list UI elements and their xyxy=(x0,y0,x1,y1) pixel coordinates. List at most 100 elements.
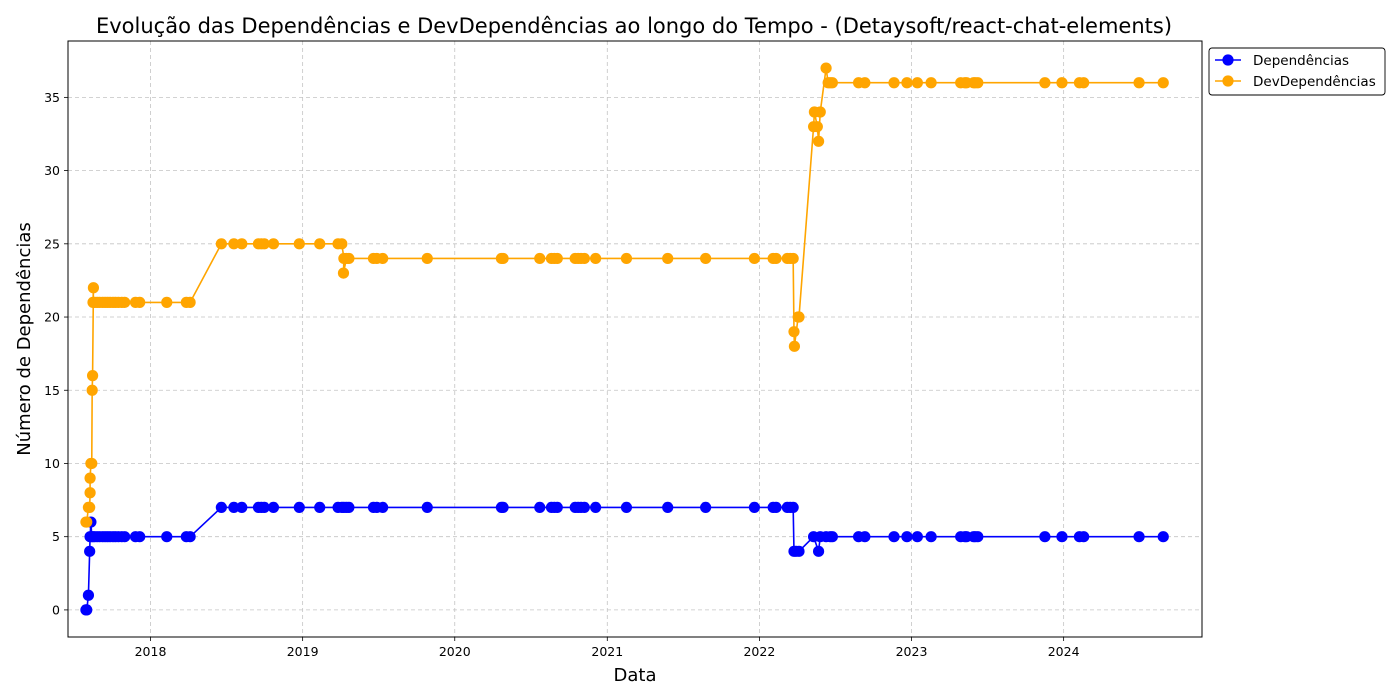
data-point-devdependencias xyxy=(337,267,350,279)
data-point-dependencias xyxy=(551,501,563,513)
data-point-dependencias xyxy=(421,501,433,513)
chart-title: Evolução das Dependências e DevDependênc… xyxy=(96,14,1172,38)
x-axis-ticks: 2018 2019 2020 2021 2022 2023 2024 xyxy=(135,637,1080,659)
data-point-devdependencias xyxy=(84,487,96,499)
data-point-dependencias xyxy=(787,501,799,513)
data-point-dependencias xyxy=(901,531,913,543)
data-point-dependencias xyxy=(228,501,240,513)
y-tick-label: 35 xyxy=(44,90,60,105)
data-point-devdependencias xyxy=(911,77,923,89)
y-tick-label: 10 xyxy=(44,456,60,471)
data-point-devdependencias xyxy=(1039,77,1051,89)
data-point-devdependencias xyxy=(86,370,99,382)
legend-marker-dependencias xyxy=(1222,54,1234,66)
y-tick-label: 5 xyxy=(52,529,60,544)
data-point-devdependencias xyxy=(161,296,173,308)
data-point-dependencias xyxy=(911,531,923,543)
data-point-devdependencias xyxy=(925,77,937,89)
data-point-devdependencias xyxy=(84,501,96,513)
data-point-dependencias xyxy=(215,501,227,513)
series-dependencias xyxy=(80,501,1169,616)
data-point-dependencias xyxy=(859,531,871,543)
legend: Dependências DevDependências xyxy=(1208,47,1386,96)
data-point-dependencias xyxy=(81,604,93,616)
data-point-dependencias xyxy=(236,501,248,513)
data-point-dependencias xyxy=(793,545,805,557)
data-point-dependencias xyxy=(258,501,270,513)
legend-marker-devdependencias xyxy=(1222,75,1234,87)
x-tick-label: 2018 xyxy=(135,644,167,659)
data-point-devdependencias xyxy=(87,282,100,294)
data-point-devdependencias xyxy=(793,311,805,323)
data-point-dependencias xyxy=(377,501,389,513)
data-point-devdependencias xyxy=(119,296,131,308)
data-point-dependencias xyxy=(84,545,96,557)
x-tick-label: 2024 xyxy=(1048,644,1080,659)
data-point-devdependencias xyxy=(748,252,761,265)
legend-label-dependencias: Dependências xyxy=(1253,53,1349,69)
data-point-devdependencias xyxy=(258,238,270,250)
y-tick-label: 25 xyxy=(44,236,60,251)
data-point-dependencias xyxy=(1133,531,1145,543)
data-point-devdependencias xyxy=(293,238,305,250)
x-tick-label: 2023 xyxy=(896,644,928,659)
data-point-dependencias xyxy=(770,501,782,513)
data-point-devdependencias xyxy=(134,296,146,308)
data-point-dependencias xyxy=(343,501,355,513)
data-point-devdependencias xyxy=(336,238,348,250)
data-point-dependencias xyxy=(578,501,590,513)
data-point-dependencias xyxy=(700,501,712,513)
data-point-devdependencias xyxy=(788,340,801,352)
data-point-devdependencias xyxy=(700,252,712,265)
data-point-devdependencias xyxy=(551,252,563,265)
data-point-devdependencias xyxy=(377,252,389,265)
data-point-devdependencias xyxy=(770,252,782,265)
data-point-devdependencias xyxy=(497,252,509,265)
data-point-dependencias xyxy=(925,531,937,543)
data-point-devdependencias xyxy=(1157,77,1169,89)
data-point-dependencias xyxy=(812,545,825,557)
data-point-devdependencias xyxy=(267,238,280,250)
data-point-devdependencias xyxy=(814,106,826,118)
legend-box xyxy=(1208,47,1386,96)
x-tick-label: 2022 xyxy=(743,644,775,659)
data-point-devdependencias xyxy=(590,252,602,265)
data-point-dependencias xyxy=(134,531,146,543)
x-tick-label: 2020 xyxy=(439,644,471,659)
data-point-devdependencias xyxy=(1133,77,1145,89)
data-point-dependencias xyxy=(1157,531,1169,543)
data-point-dependencias xyxy=(82,589,95,601)
data-point-devdependencias xyxy=(534,252,546,265)
data-point-dependencias xyxy=(119,531,131,543)
data-point-devdependencias xyxy=(788,326,800,338)
data-point-devdependencias xyxy=(184,296,196,308)
x-tick-label: 2021 xyxy=(591,644,623,659)
data-point-dependencias xyxy=(1056,531,1068,543)
data-point-dependencias xyxy=(314,501,326,513)
data-point-devdependencias xyxy=(662,252,674,265)
y-axis-ticks: 0 5 10 15 20 25 30 35 xyxy=(44,90,68,617)
data-point-devdependencias xyxy=(820,62,832,74)
y-tick-label: 30 xyxy=(44,163,60,178)
data-point-devdependencias xyxy=(859,77,871,89)
data-point-devdependencias xyxy=(826,77,838,89)
legend-label-devdependencias: DevDependências xyxy=(1253,74,1376,90)
data-point-devdependencias xyxy=(421,252,433,265)
data-point-dependencias xyxy=(972,531,984,543)
data-point-devdependencias xyxy=(343,252,355,265)
data-point-devdependencias xyxy=(1078,77,1090,89)
data-point-devdependencias xyxy=(787,252,799,265)
y-tick-label: 0 xyxy=(52,602,60,617)
data-point-dependencias xyxy=(1039,531,1051,543)
y-axis-label: Número de Dependências xyxy=(14,222,35,456)
data-point-devdependencias xyxy=(811,121,823,133)
data-point-devdependencias xyxy=(972,77,984,89)
data-point-dependencias xyxy=(161,531,173,543)
data-point-devdependencias xyxy=(620,252,633,265)
data-point-dependencias xyxy=(184,531,196,543)
data-point-dependencias xyxy=(888,531,900,543)
data-point-dependencias xyxy=(534,501,546,513)
data-point-devdependencias xyxy=(901,77,913,89)
